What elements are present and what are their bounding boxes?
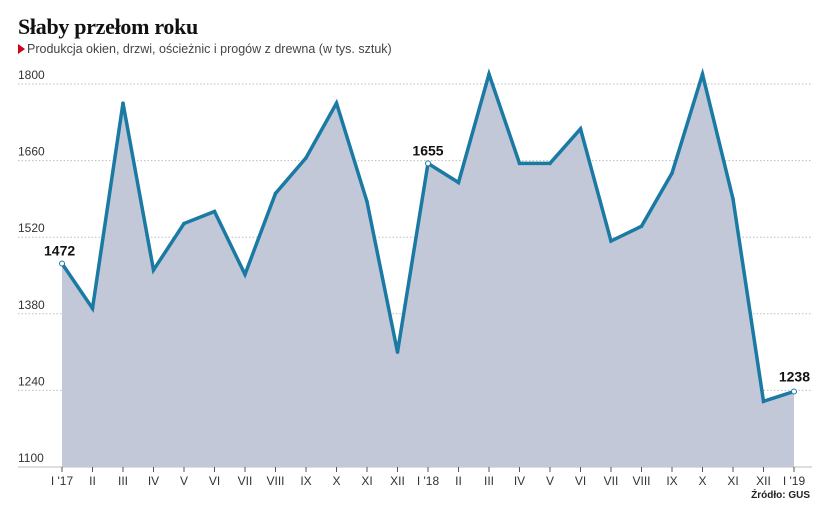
x-tick-label: I '17 (51, 474, 74, 488)
chart-subtitle: Produkcja okien, drzwi, ościeżnic i prog… (18, 42, 392, 56)
y-tick-label: 1240 (18, 374, 45, 388)
data-point (609, 239, 613, 243)
data-point (578, 127, 583, 131)
x-tick-label: VII (604, 474, 619, 488)
data-point (243, 272, 247, 277)
data-label: 1238 (779, 368, 810, 384)
x-tick-label: II (89, 474, 96, 488)
area-fill (62, 74, 794, 467)
data-point (334, 101, 339, 105)
x-tick-label: III (118, 474, 128, 488)
x-tick-label: IX (300, 474, 311, 488)
data-point (731, 197, 735, 201)
x-tick-label: VI (575, 474, 586, 488)
x-tick-label: IV (148, 474, 159, 488)
x-tick-label: X (332, 474, 340, 488)
x-tick-label: XII (390, 474, 405, 488)
x-tick-label: V (180, 474, 188, 488)
y-axis: 1100 1240 1380 1520 1660 1800 (18, 68, 45, 465)
y-tick-label: 1800 (18, 68, 45, 82)
y-tick-label: 1380 (18, 298, 45, 312)
data-point (90, 306, 95, 311)
red-triangle-icon (18, 44, 25, 54)
y-tick-label: 1520 (18, 221, 45, 235)
data-labels: 1472 1655 1238 (44, 142, 810, 395)
data-point (670, 171, 674, 175)
x-tick-label: I '18 (417, 474, 440, 488)
annotated-point-marker (791, 388, 797, 395)
data-label: 1472 (44, 242, 75, 258)
x-tick-label: II (455, 474, 462, 488)
annotated-point-marker (425, 160, 431, 167)
data-point (639, 224, 644, 229)
x-tick-label: VIII (266, 474, 284, 488)
data-point (273, 191, 278, 196)
data-point (487, 72, 491, 76)
x-tick-label: VIII (632, 474, 650, 488)
x-tick-label: XI (727, 474, 738, 488)
area-layer (62, 74, 794, 467)
data-point (182, 221, 186, 226)
chart-title: Słaby przełom roku (18, 14, 198, 39)
data-point (517, 161, 522, 166)
subtitle-text: Produkcja okien, drzwi, ościeżnic i prog… (27, 42, 392, 56)
data-point (121, 101, 125, 105)
x-tick-label: X (698, 474, 706, 488)
x-tick-label: I '19 (783, 474, 806, 488)
x-tick-label: VI (209, 474, 220, 488)
x-tick-label: IX (666, 474, 677, 488)
x-axis: I '17 II III IV V VI VII VIII IX X XI XII I '18 II III… (51, 467, 806, 488)
data-point (151, 268, 156, 272)
y-tick-label: 1100 (18, 451, 44, 465)
data-point (212, 209, 217, 214)
data-point (761, 399, 766, 404)
data-point (456, 180, 461, 185)
data-point (548, 161, 552, 166)
x-tick-label: XII (756, 474, 771, 488)
annotated-point-marker (59, 260, 65, 267)
x-tick-label: V (546, 474, 554, 488)
x-tick-label: III (484, 474, 494, 488)
x-tick-label: IV (514, 474, 525, 488)
x-tick-label: VII (238, 474, 253, 488)
data-point (395, 350, 400, 354)
data-label: 1655 (412, 142, 443, 158)
source-note: Źródło: GUS (751, 490, 810, 501)
data-point (365, 199, 369, 204)
data-point (304, 156, 308, 160)
y-tick-label: 1660 (18, 145, 45, 159)
x-tick-label: XI (361, 474, 372, 488)
data-point (700, 72, 705, 76)
